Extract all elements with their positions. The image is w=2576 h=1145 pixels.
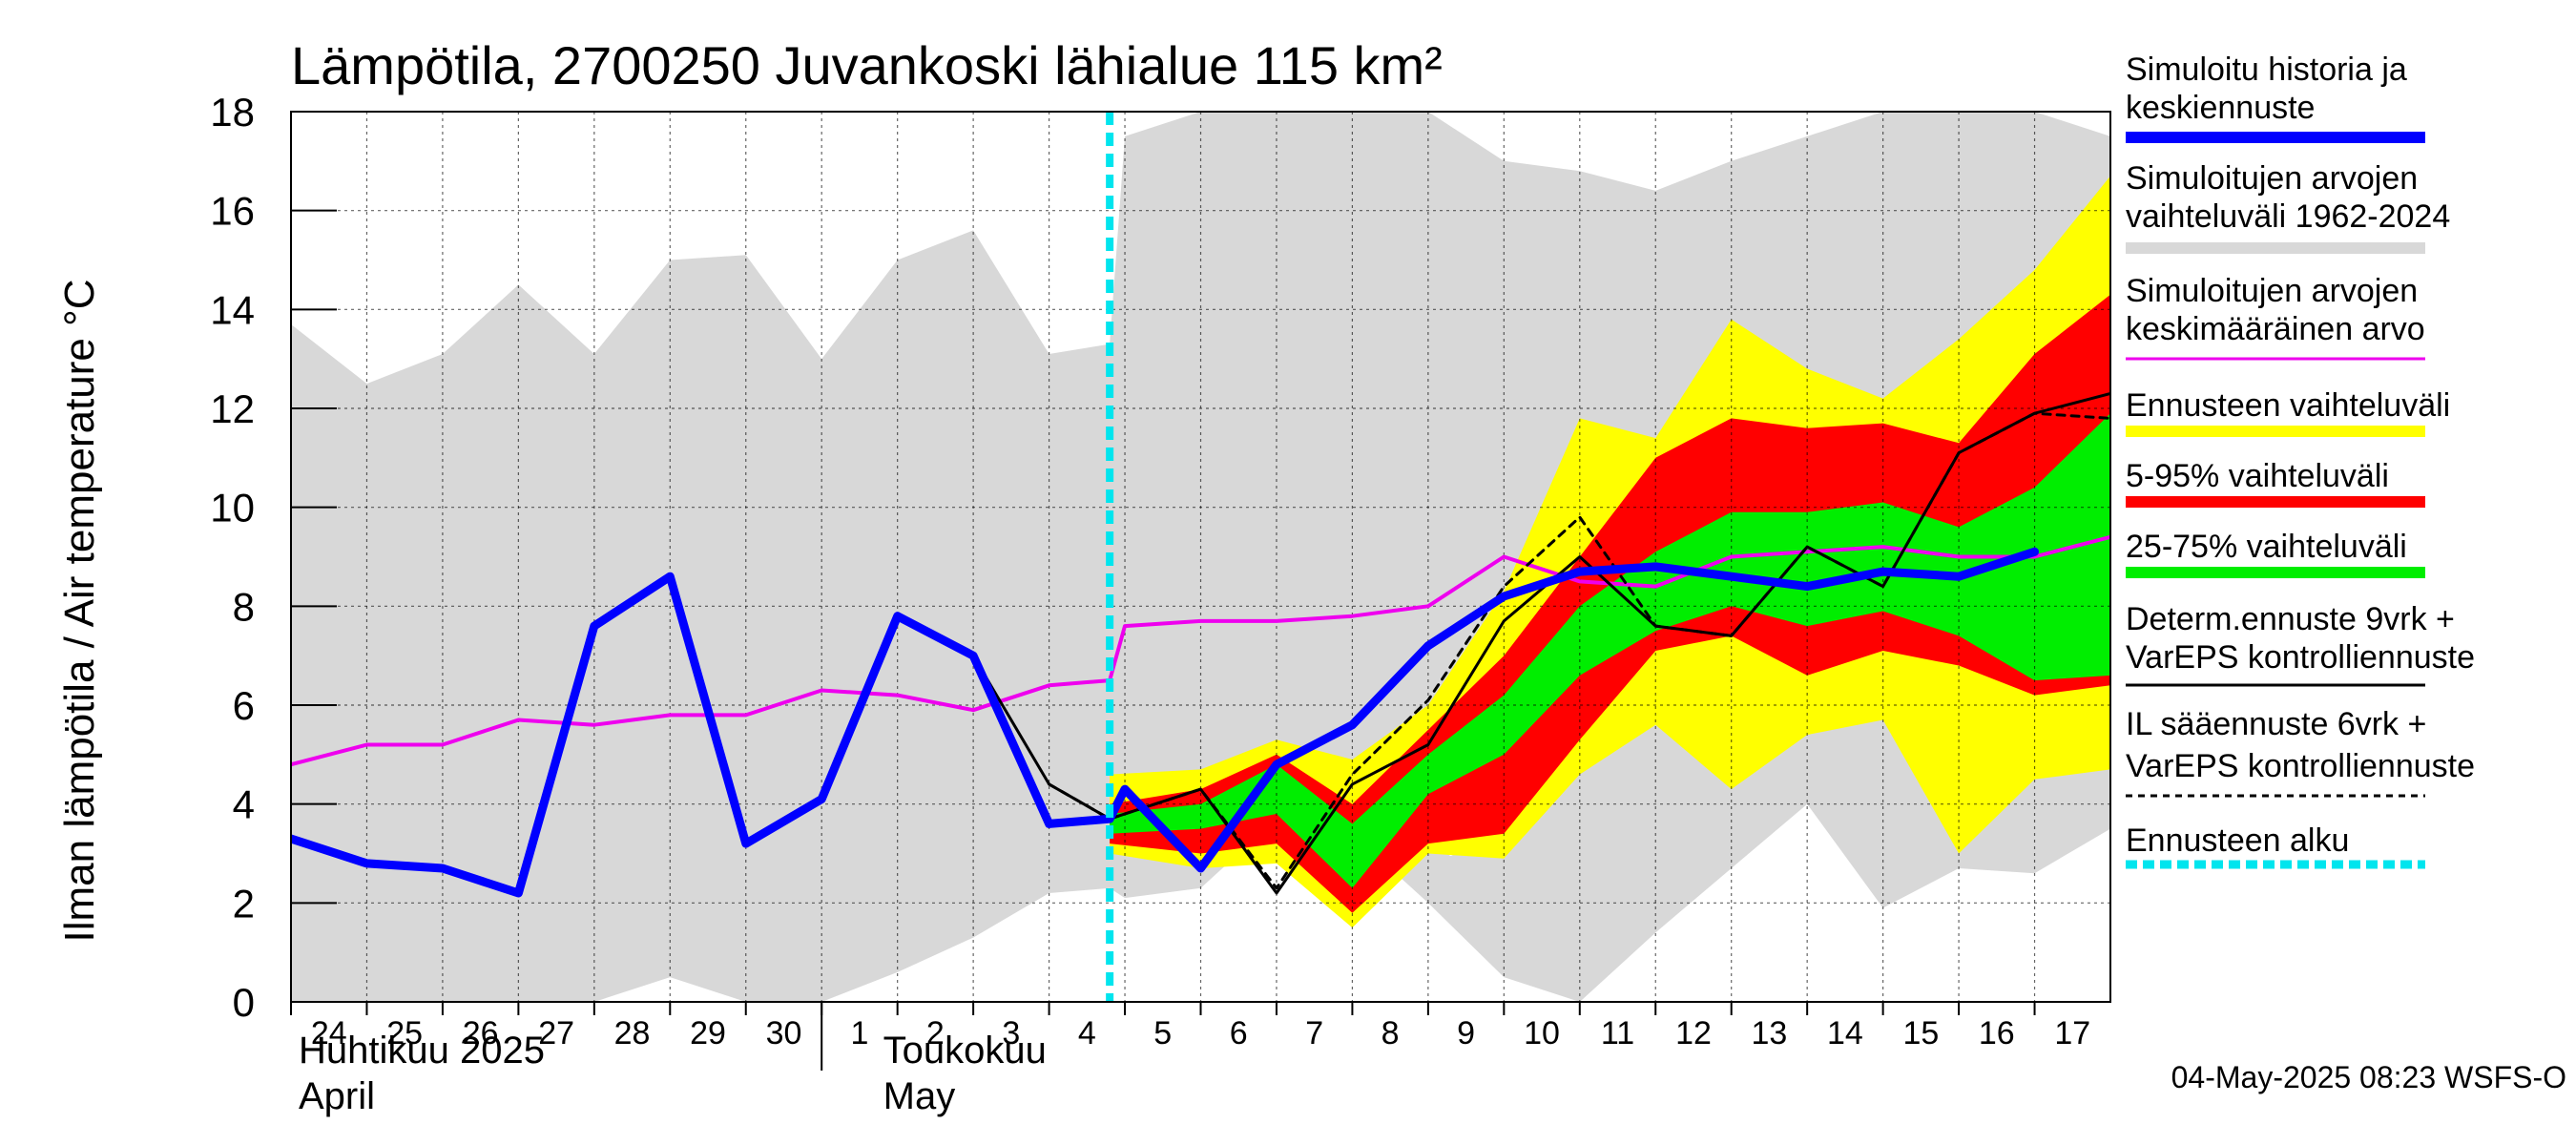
- x-tick-label: 25: [386, 1015, 423, 1051]
- x-tick-label: 16: [1979, 1015, 2015, 1051]
- x-tick-label: 3: [1002, 1015, 1020, 1051]
- legend-label: Ennusteen alku: [2126, 822, 2349, 859]
- x-tick-label: 30: [766, 1015, 802, 1051]
- plot-area: [291, 112, 2110, 1002]
- x-tick-label: 29: [690, 1015, 726, 1051]
- x-tick-label: 13: [1752, 1015, 1788, 1051]
- x-tick-label: 9: [1457, 1015, 1475, 1051]
- y-tick-label: 0: [233, 980, 255, 1025]
- legend-label-line2: keskimääräinen arvo: [2126, 311, 2425, 347]
- legend-label: Ennusteen vaihteluväli: [2126, 387, 2450, 424]
- y-tick-label: 14: [210, 287, 255, 332]
- y-tick-label: 4: [233, 782, 255, 827]
- legend-label: 5-95% vaihteluväli: [2126, 458, 2389, 494]
- x-tick-label: 1: [850, 1015, 868, 1051]
- historical-mean-line: [291, 534, 2110, 767]
- y-tick-label: 2: [233, 881, 255, 926]
- x-tick-label: 6: [1230, 1015, 1248, 1051]
- month-label: Toukokuu: [883, 1030, 1047, 1072]
- x-tick-label: 10: [1524, 1015, 1560, 1051]
- month-label-english: April: [299, 1075, 375, 1117]
- x-tick-label: 8: [1381, 1015, 1400, 1051]
- x-tick-label: 4: [1078, 1015, 1096, 1051]
- x-tick-label: 26: [463, 1015, 499, 1051]
- legend-label: Determ.ennuste 9vrk +: [2126, 601, 2455, 637]
- y-tick-label: 10: [210, 486, 255, 531]
- band-25-75: [1110, 413, 2110, 888]
- month-label-english: May: [883, 1075, 956, 1117]
- month-label: Huhtikuu 2025: [299, 1030, 545, 1072]
- y-tick-label: 12: [210, 386, 255, 431]
- legend-label: Simuloitu historia ja: [2126, 52, 2407, 88]
- x-tick-label: 2: [926, 1015, 945, 1051]
- x-tick-label: 11: [1601, 1015, 1634, 1051]
- legend-label: IL sääennuste 6vrk +: [2126, 706, 2426, 742]
- legend-label: 25-75% vaihteluväli: [2126, 529, 2407, 565]
- x-tick-label: 28: [614, 1015, 651, 1051]
- x-tick-label: 15: [1902, 1015, 1939, 1051]
- x-tick-label: 17: [2054, 1015, 2090, 1051]
- y-tick-label: 18: [210, 90, 255, 135]
- timestamp: 04-May-2025 08:23 WSFS-O: [2171, 1060, 2566, 1094]
- legend-label-line2: VarEPS kontrolliennuste: [2126, 639, 2475, 676]
- x-tick-label: 5: [1153, 1015, 1172, 1051]
- y-axis-label: Ilman lämpötila / Air temperature °C: [56, 280, 103, 943]
- legend-label-line2: VarEPS kontrolliennuste: [2126, 748, 2475, 784]
- x-tick-label: 27: [538, 1015, 574, 1051]
- x-tick-label: 12: [1675, 1015, 1712, 1051]
- legend-label: Simuloitujen arvojen: [2126, 273, 2418, 309]
- y-tick-label: 6: [233, 683, 255, 728]
- simulated-history-line: [291, 547, 2039, 898]
- chart-title: Lämpötila, 2700250 Juvankoski lähialue 1…: [291, 35, 1443, 95]
- x-tick-label: 24: [311, 1015, 347, 1051]
- y-tick-label: 16: [210, 189, 255, 234]
- legend-label: Simuloitujen arvojen: [2126, 160, 2418, 197]
- y-tick-label: 8: [233, 584, 255, 629]
- x-tick-label: 14: [1827, 1015, 1863, 1051]
- legend-label-line2: keskiennuste: [2126, 90, 2315, 126]
- x-tick-label: 7: [1305, 1015, 1323, 1051]
- legend-label-line2: vaihteluväli 1962-2024: [2126, 198, 2450, 235]
- deterministic-forecast-line: [971, 391, 2110, 895]
